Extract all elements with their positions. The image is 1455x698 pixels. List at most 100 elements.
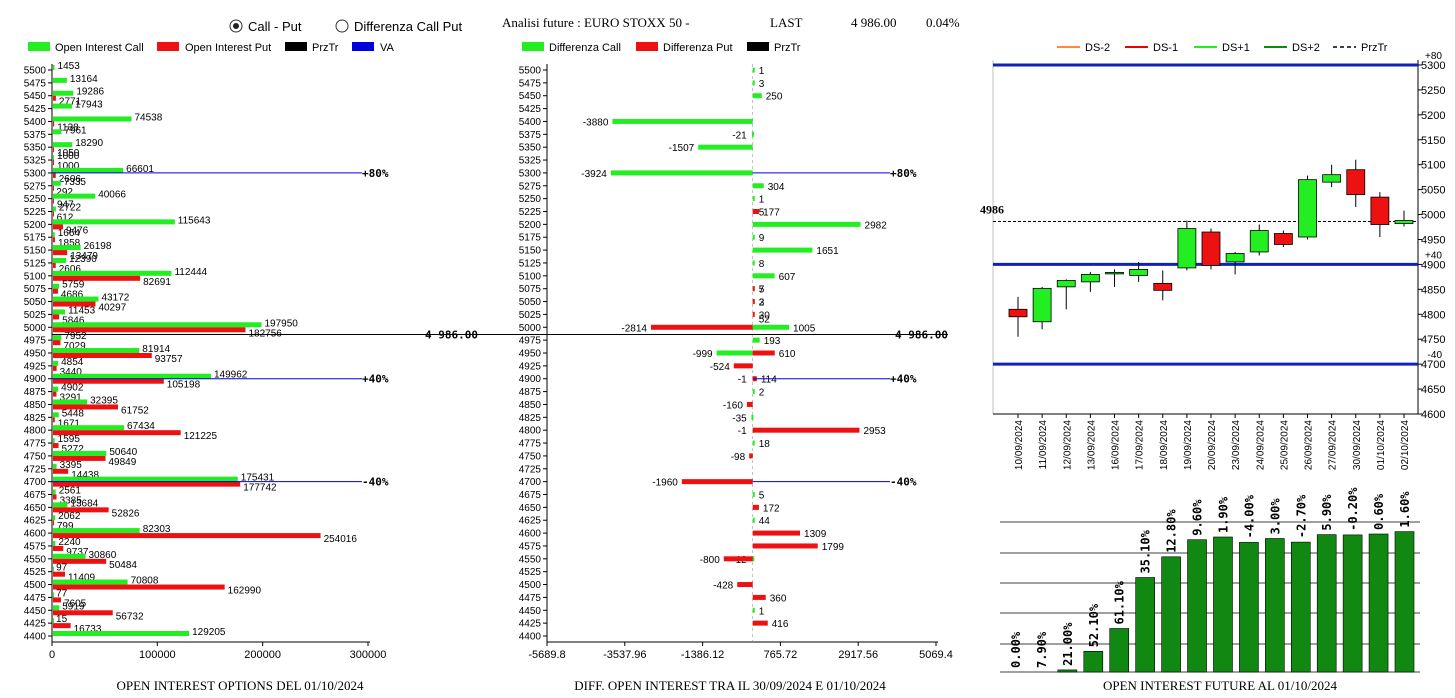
- diff-call-bar: [752, 93, 762, 99]
- diff-put-value: 416: [772, 619, 789, 630]
- oi-x-tick-label: 100000: [139, 649, 176, 661]
- candle-y-tick-label: 4650: [1421, 384, 1445, 396]
- future-bar-label: 12.80%: [1165, 509, 1179, 553]
- oi-call-value: 149962: [214, 370, 248, 381]
- oi-call-value: 17943: [75, 100, 103, 111]
- diff-put-bar: [752, 427, 860, 433]
- diff-put-value: 177: [763, 208, 780, 219]
- oi-call-bar: [53, 360, 59, 366]
- future-bar-label: -2.70%: [1294, 494, 1308, 538]
- diff-call-bar: [752, 80, 755, 86]
- future-bar-label: -4.00%: [1242, 494, 1256, 538]
- diff-put-value: 610: [779, 349, 796, 360]
- diff-x-tick-label: -3537.96: [603, 649, 646, 661]
- oi-put-value: 2606: [59, 264, 82, 275]
- future-oi-bar-chart: 0.00% 7.90% 21.00% 52.10% 61.10% 35.10% 12.80%…: [1000, 487, 1420, 673]
- diff-y-tick-label: 5075: [519, 284, 542, 295]
- oi-put-bar: [53, 610, 113, 616]
- oi-y-tick-label: 4600: [24, 529, 47, 540]
- oi-y-tick-label: 4550: [24, 554, 47, 565]
- diff-call-bar: [752, 324, 790, 330]
- oi-x-tick-label: 300000: [350, 649, 387, 661]
- diff-y-tick-label: 5425: [519, 104, 542, 115]
- legend-label-ds+2: DS+2: [1292, 42, 1320, 54]
- diff-y-tick-label: 5050: [519, 297, 542, 308]
- diff-y-tick-label: 4725: [519, 464, 542, 475]
- legend-swatch-diff-przt: [747, 42, 769, 51]
- diff-call-bar: [752, 260, 755, 266]
- oi-put-value: 1050: [57, 148, 80, 159]
- legend-label-put: Open Interest Put: [185, 42, 271, 54]
- legend-label-przt: PrzTr: [312, 42, 339, 54]
- oi-y-tick-label: 5325: [24, 156, 47, 167]
- oi-put-bar: [53, 545, 64, 551]
- oi-call-bar: [53, 631, 190, 636]
- oi-y-tick-label: 4700: [24, 477, 47, 488]
- legend-label-ds+1: DS+1: [1222, 42, 1250, 54]
- diff-put-bar: [737, 582, 753, 588]
- oi-put-bar: [53, 417, 55, 423]
- oi-put-value: 1000: [57, 161, 80, 172]
- oi-put-bar: [53, 262, 56, 268]
- future-bar: [1368, 533, 1389, 673]
- oi-call-value: 1595: [58, 434, 81, 445]
- oi-y-tick-label: 5400: [24, 117, 47, 128]
- oi-put-value: 7605: [64, 598, 87, 609]
- future-bar: [1290, 541, 1311, 673]
- oi-call-value: 77: [56, 588, 68, 599]
- diff-put-bar: [752, 620, 768, 626]
- oi-y-tick-label: 4525: [24, 567, 47, 578]
- candle-body: [1273, 233, 1293, 245]
- diff-call-value: 2: [759, 388, 765, 399]
- oi-call-value: 82303: [143, 524, 171, 535]
- diff-put-value: 7: [759, 285, 765, 296]
- oi-call-value: 1453: [58, 61, 81, 72]
- analysis-title: Analisi future : EURO STOXX 50 -: [502, 15, 690, 30]
- oi-call-bar: [53, 270, 172, 276]
- oi-y-tick-label: 5350: [24, 143, 47, 154]
- candle-y-tick-label: 5300: [1421, 60, 1445, 72]
- diff-put-value: -524: [710, 362, 730, 373]
- oi-put-value: 9476: [66, 225, 89, 236]
- diff-call-value: 3: [759, 298, 765, 309]
- oi-call-value: 4854: [61, 357, 84, 368]
- candle-body: [1032, 287, 1052, 323]
- candle-body: [1056, 279, 1076, 288]
- oi-put-bar: [53, 211, 54, 217]
- oi-call-bar: [53, 540, 56, 546]
- candle-body: [1201, 231, 1221, 266]
- diff-call-value: -999: [693, 349, 713, 360]
- diff-put-value: -800: [700, 555, 720, 566]
- radio-call-put[interactable]: Call - Put: [229, 19, 302, 34]
- oi-put-bar: [53, 224, 63, 230]
- oi-y-tick-label: 4575: [24, 541, 47, 552]
- oi-y-tick-label: 5500: [24, 66, 47, 77]
- diff-call-value: 2982: [865, 220, 888, 231]
- oi-call-bar: [53, 129, 62, 135]
- diff-call-value: 44: [759, 516, 771, 527]
- future-bar: [1057, 669, 1078, 673]
- oi-put-value: 4686: [61, 290, 84, 301]
- oi-call-bar: [53, 412, 59, 418]
- diff-call-value: -1: [738, 375, 747, 386]
- diff-call-value: -21: [732, 130, 747, 141]
- future-bar-label: 61.10%: [1113, 580, 1127, 624]
- oi-put-bar: [53, 250, 68, 256]
- candle-date-label: 18/09/2024: [1159, 420, 1170, 470]
- oi-call-bar: [53, 142, 73, 148]
- candle-y-tick-label: 4800: [1421, 309, 1445, 321]
- future-bar: [1161, 556, 1181, 673]
- oi-put-value: 52826: [112, 508, 140, 519]
- oi-put-bar: [53, 404, 119, 410]
- oi-put-bar: [53, 571, 66, 577]
- diff-call-value: 1: [759, 66, 765, 77]
- oi-call-value: 2062: [58, 511, 81, 522]
- radio-differenza[interactable]: Differenza Call Put: [335, 19, 463, 34]
- oi-y-tick-label: 5250: [24, 194, 47, 205]
- candle-y-tick-label: 5200: [1421, 110, 1445, 122]
- oi-y-tick-label: 4850: [24, 400, 47, 411]
- diff-put-value: 114: [761, 375, 777, 386]
- oi-put-value: 3440: [60, 367, 83, 378]
- oi-put-value: 1138: [57, 122, 79, 133]
